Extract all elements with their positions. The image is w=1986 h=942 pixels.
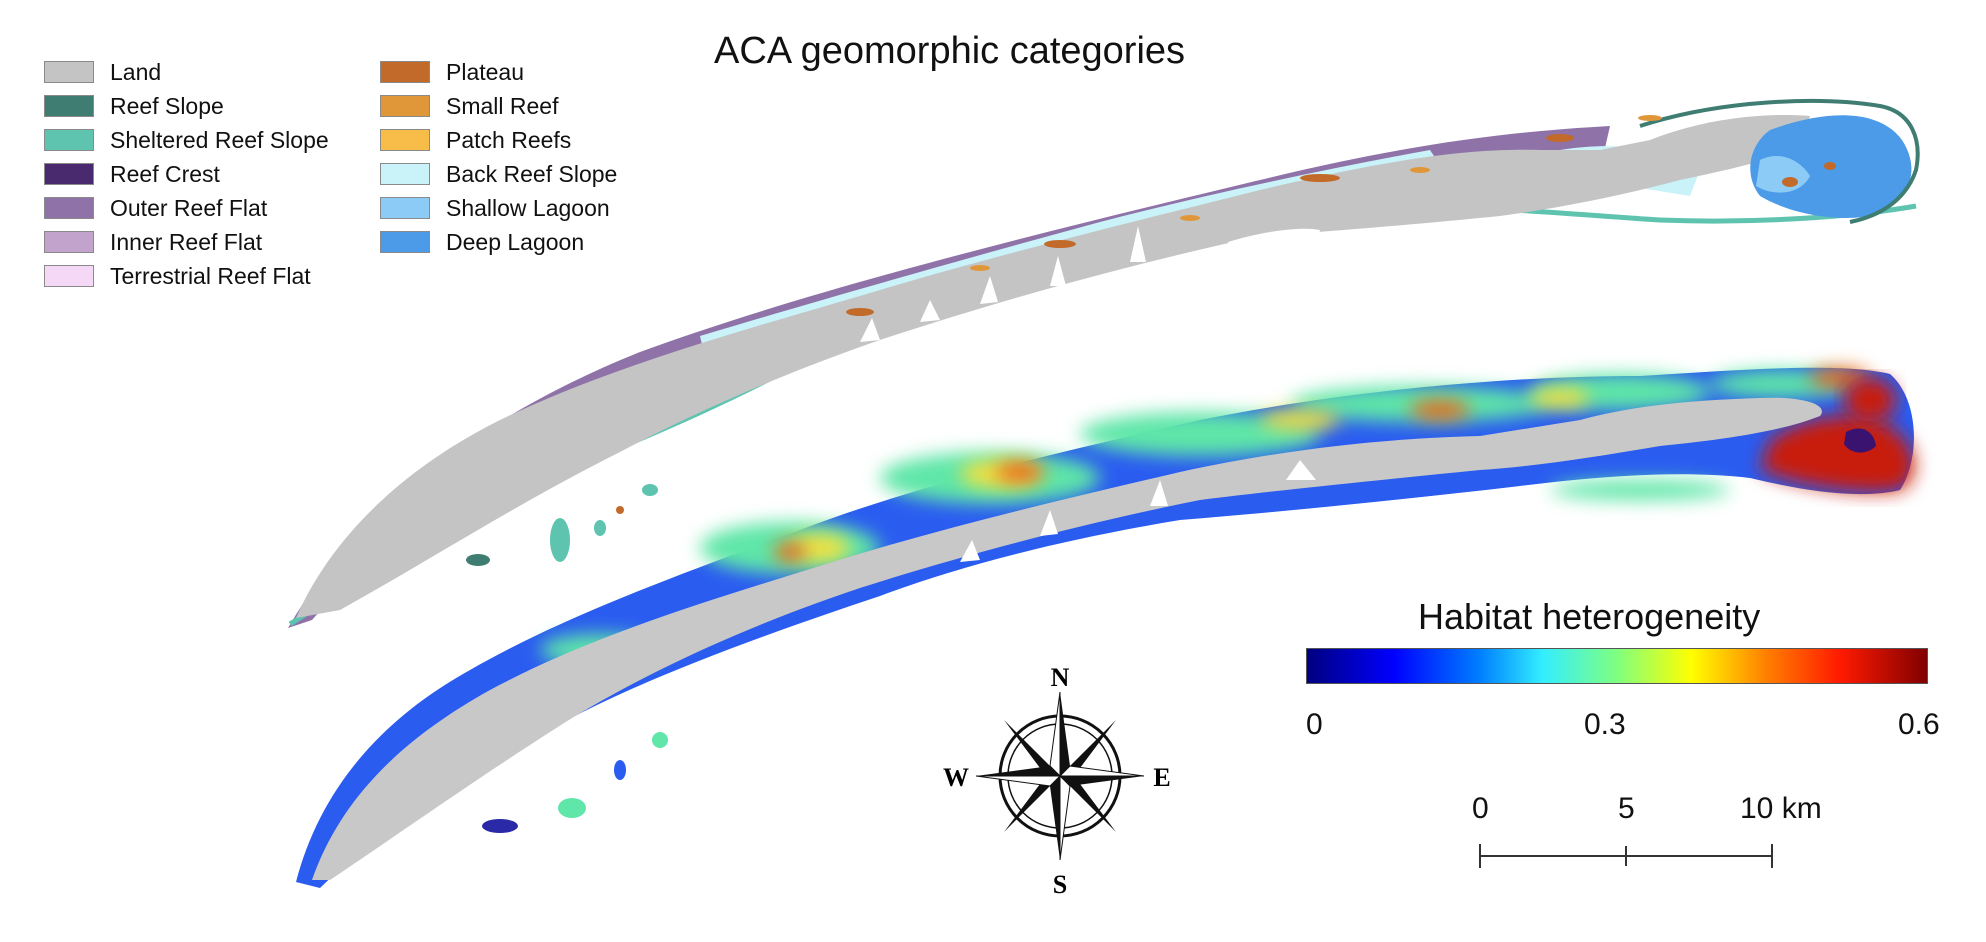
legend-swatch [380, 61, 430, 83]
legend-swatch [44, 61, 94, 83]
legend-label: Sheltered Reef Slope [110, 127, 329, 153]
land-bays-bottom [960, 460, 1316, 562]
scale-label-5: 5 [1618, 792, 1635, 825]
legend-swatch [44, 231, 94, 253]
legend-label: Shallow Lagoon [446, 195, 610, 221]
legend-swatch [380, 163, 430, 185]
legend-label: Reef Crest [110, 161, 220, 187]
colorbar-tick-1: 0.3 [1584, 708, 1626, 741]
deep-low-heterogeneity [1844, 428, 1876, 453]
west-patches-bottom [482, 732, 668, 833]
geomorphic-map [288, 98, 1920, 628]
colorbar-tick-0: 0 [1306, 708, 1323, 741]
legend-label: Plateau [446, 59, 525, 85]
legend-swatch [44, 197, 94, 219]
compass-diagonal-points [1004, 720, 1116, 832]
legend-label: Land [110, 59, 162, 85]
compass-rose: N S W E [943, 663, 1171, 899]
colorbar-gradient [1306, 648, 1928, 684]
land-bays [860, 226, 1320, 342]
legend-swatch [44, 265, 94, 287]
land-area [296, 115, 1810, 618]
heterogeneity-east-hotspot [1844, 378, 1896, 422]
scale-label-10km: 10 km [1740, 792, 1822, 825]
compass-label-e: E [1153, 763, 1170, 792]
compass-main-points-light [975, 691, 1145, 861]
legend-swatch [44, 95, 94, 117]
legend-label: Outer Reef Flat [110, 195, 268, 221]
legend-swatch [44, 129, 94, 151]
compass-label-w: W [943, 763, 969, 792]
colorbar-title: Habitat heterogeneity [1418, 596, 1761, 637]
legend-label: Terrestrial Reef Flat [110, 263, 311, 289]
land-area-bottom [312, 397, 1822, 880]
legend-swatch [380, 129, 430, 151]
legend-swatch [380, 231, 430, 253]
plateau-reef-specks [846, 134, 1836, 316]
map-title: ACA geomorphic categories [714, 30, 1186, 72]
legend-swatch [380, 197, 430, 219]
scale-bar [1479, 844, 1773, 868]
legend-label: Back Reef Slope [446, 161, 618, 187]
legend-label: Reef Slope [110, 93, 224, 119]
heterogeneity-east-hotspot [1760, 416, 1915, 492]
scale-label-0: 0 [1472, 792, 1489, 825]
legend-label: Patch Reefs [446, 127, 572, 153]
reef-slope-east-edge [1639, 98, 1920, 224]
colorbar-tick-2: 0.6 [1898, 708, 1940, 741]
compass-label-s: S [1053, 870, 1067, 899]
heterogeneity-map [296, 367, 1915, 888]
small-reef-specks [970, 115, 1662, 271]
legend-swatch [44, 163, 94, 185]
legend-swatch [380, 95, 430, 117]
legend-label: Inner Reef Flat [110, 229, 263, 255]
west-patch-reefs [466, 484, 658, 566]
legend-label: Small Reef [446, 93, 559, 119]
compass-label-n: N [1051, 663, 1070, 692]
legend-label: Deep Lagoon [446, 229, 585, 255]
